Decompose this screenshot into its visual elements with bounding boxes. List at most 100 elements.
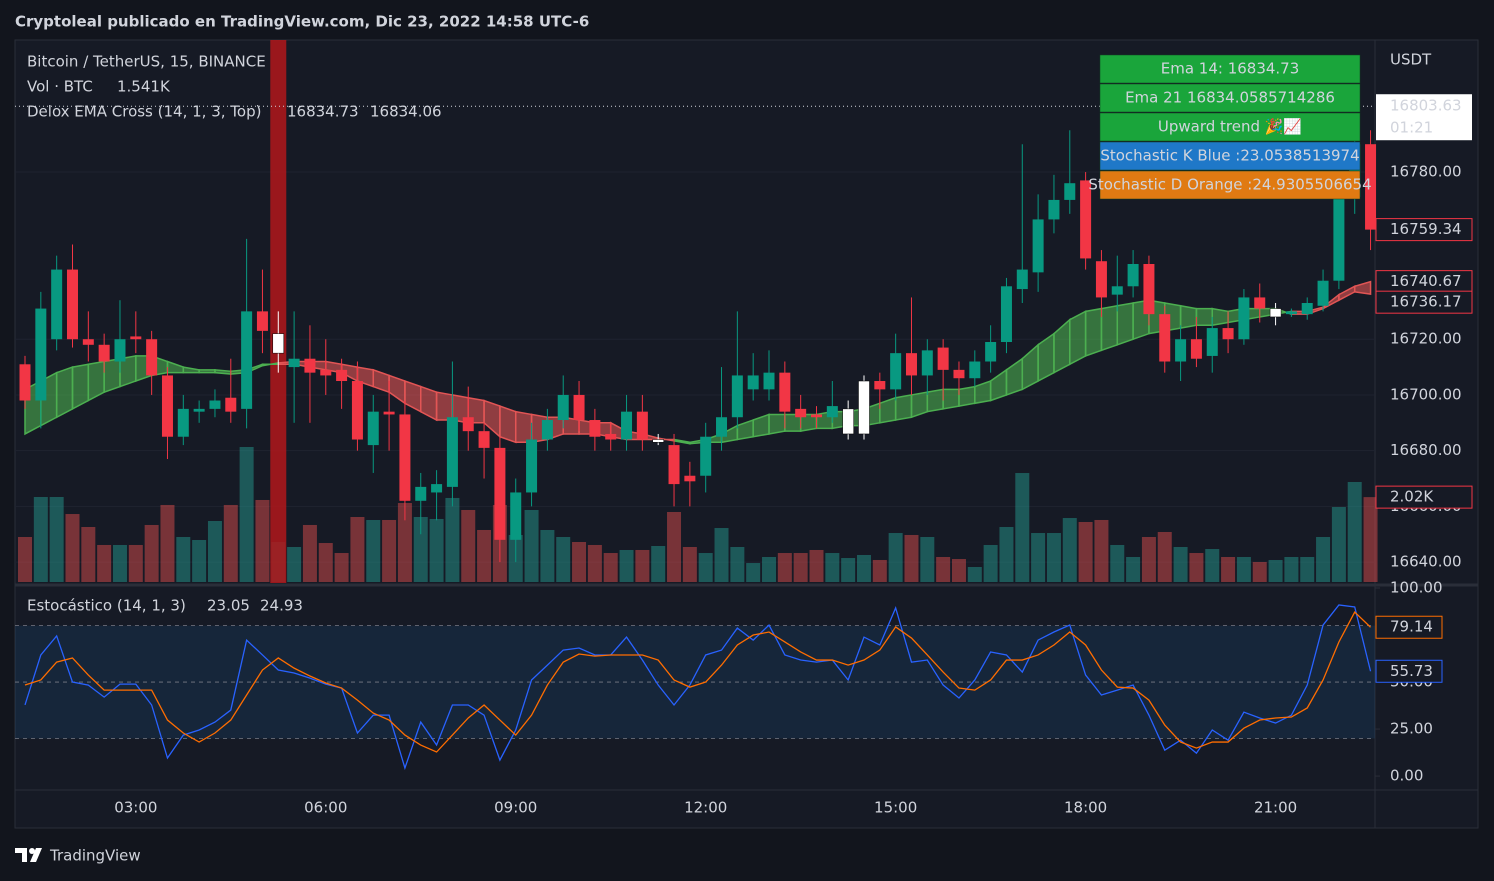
ema-fast-label: 16736.17	[1390, 293, 1462, 311]
candle-body	[1333, 197, 1345, 281]
volume-bar	[1078, 522, 1093, 582]
ema-band	[894, 394, 913, 421]
legend-volume-value: 1.541K	[117, 78, 171, 96]
volume-bar	[429, 518, 444, 582]
volume-bar	[1046, 533, 1061, 582]
candle-body	[890, 353, 902, 390]
candle-body	[510, 492, 522, 540]
volume-bar	[730, 547, 745, 582]
volume-bar	[477, 529, 492, 582]
candle-body	[1349, 144, 1361, 198]
ema-band	[435, 391, 454, 421]
candle-body	[1159, 314, 1171, 362]
volume-bar	[1015, 473, 1030, 582]
candle-body	[1080, 180, 1092, 259]
ema-band	[1179, 304, 1198, 329]
candle-body	[874, 381, 886, 390]
volume-bar	[1331, 507, 1346, 582]
volume-bar	[714, 528, 729, 582]
candle-body	[1285, 311, 1297, 315]
candle-body	[35, 308, 47, 401]
ema-band	[499, 405, 517, 444]
candle-body	[747, 375, 759, 390]
volume-bar	[936, 557, 951, 582]
ema-band	[1100, 304, 1119, 352]
x-tick-label: 03:00	[114, 799, 157, 817]
volume-bar	[1094, 519, 1109, 582]
candle-body	[415, 486, 427, 501]
volume-bar	[81, 527, 96, 582]
volume-bar	[777, 553, 792, 582]
volume-bar	[619, 549, 634, 582]
volume-bar	[207, 520, 222, 582]
currency: USDT	[1390, 51, 1432, 69]
volume-bar	[176, 537, 191, 582]
candle-body	[1269, 308, 1282, 318]
info-row	[1099, 112, 1361, 142]
y-tick-label: 16700.00	[1390, 385, 1462, 403]
volume-bar	[746, 563, 761, 582]
stoch-legend-value: 24.93	[260, 597, 303, 615]
candle-body	[478, 431, 490, 448]
last-close-label-box	[1375, 218, 1473, 242]
volume-bar	[1316, 537, 1331, 582]
candle-body	[241, 311, 253, 409]
legend-title: Bitcoin / TetherUS, 15, BINANCE	[27, 53, 266, 71]
candle-body	[146, 339, 158, 376]
volume-bar	[856, 554, 871, 582]
volume-bar	[904, 534, 919, 582]
volume-bar	[524, 509, 539, 582]
stoch-tick-label: 100.00	[1390, 579, 1443, 597]
candle-body	[367, 411, 379, 446]
logo-dot	[29, 848, 35, 854]
candle-body	[842, 408, 854, 435]
candle-body	[193, 408, 205, 412]
candle-body	[795, 408, 807, 418]
volume-bar	[951, 559, 966, 582]
candle-body	[969, 361, 981, 379]
price-line-box	[1376, 94, 1472, 141]
volume-bar	[983, 544, 998, 582]
volume-bar	[192, 539, 207, 582]
candle-body	[763, 372, 775, 390]
volume-label: 2.02K	[1390, 488, 1434, 506]
info-text: Ema 21 16834.0585714286	[1125, 89, 1335, 107]
candle-body	[446, 417, 458, 487]
candle-body	[668, 445, 680, 485]
candle-body	[1317, 280, 1329, 306]
info-row	[1099, 141, 1361, 171]
last-close-label: 16759.34	[1390, 220, 1462, 238]
legend-ema: Delox EMA Cross (14, 1, 3, Top)	[27, 103, 261, 121]
ema-band	[1353, 280, 1372, 296]
volume-bar	[1157, 532, 1172, 582]
volume-bar	[1110, 544, 1125, 582]
candle-body	[177, 408, 189, 437]
candle-body	[66, 269, 78, 340]
legend-volume: Vol · BTC	[27, 78, 93, 96]
volume-bar	[587, 544, 602, 582]
ema-band	[198, 369, 216, 374]
candle-body	[1301, 303, 1313, 315]
volume-bar	[1347, 482, 1362, 582]
candle-body	[716, 417, 728, 437]
candle-body	[288, 358, 300, 368]
volume-bar	[413, 517, 428, 582]
ema-band	[514, 410, 533, 444]
candle-body	[209, 400, 221, 409]
candle-body	[1190, 339, 1202, 359]
candle-body	[19, 364, 31, 401]
candle-body	[1048, 199, 1060, 220]
candle-body	[351, 381, 363, 440]
x-tick-label: 12:00	[684, 799, 727, 817]
candle-body	[462, 417, 474, 432]
ema-band	[71, 363, 90, 411]
volume-bar	[1363, 497, 1378, 582]
y-tick-label: 16780.00	[1390, 163, 1462, 181]
ema-band	[1069, 310, 1087, 366]
ema-slow-label: 16740.67	[1390, 272, 1462, 290]
candle-body	[431, 484, 443, 493]
candle-body	[905, 353, 917, 376]
volume-bar	[49, 497, 64, 582]
price-line-label: 16803.63	[1390, 97, 1462, 115]
